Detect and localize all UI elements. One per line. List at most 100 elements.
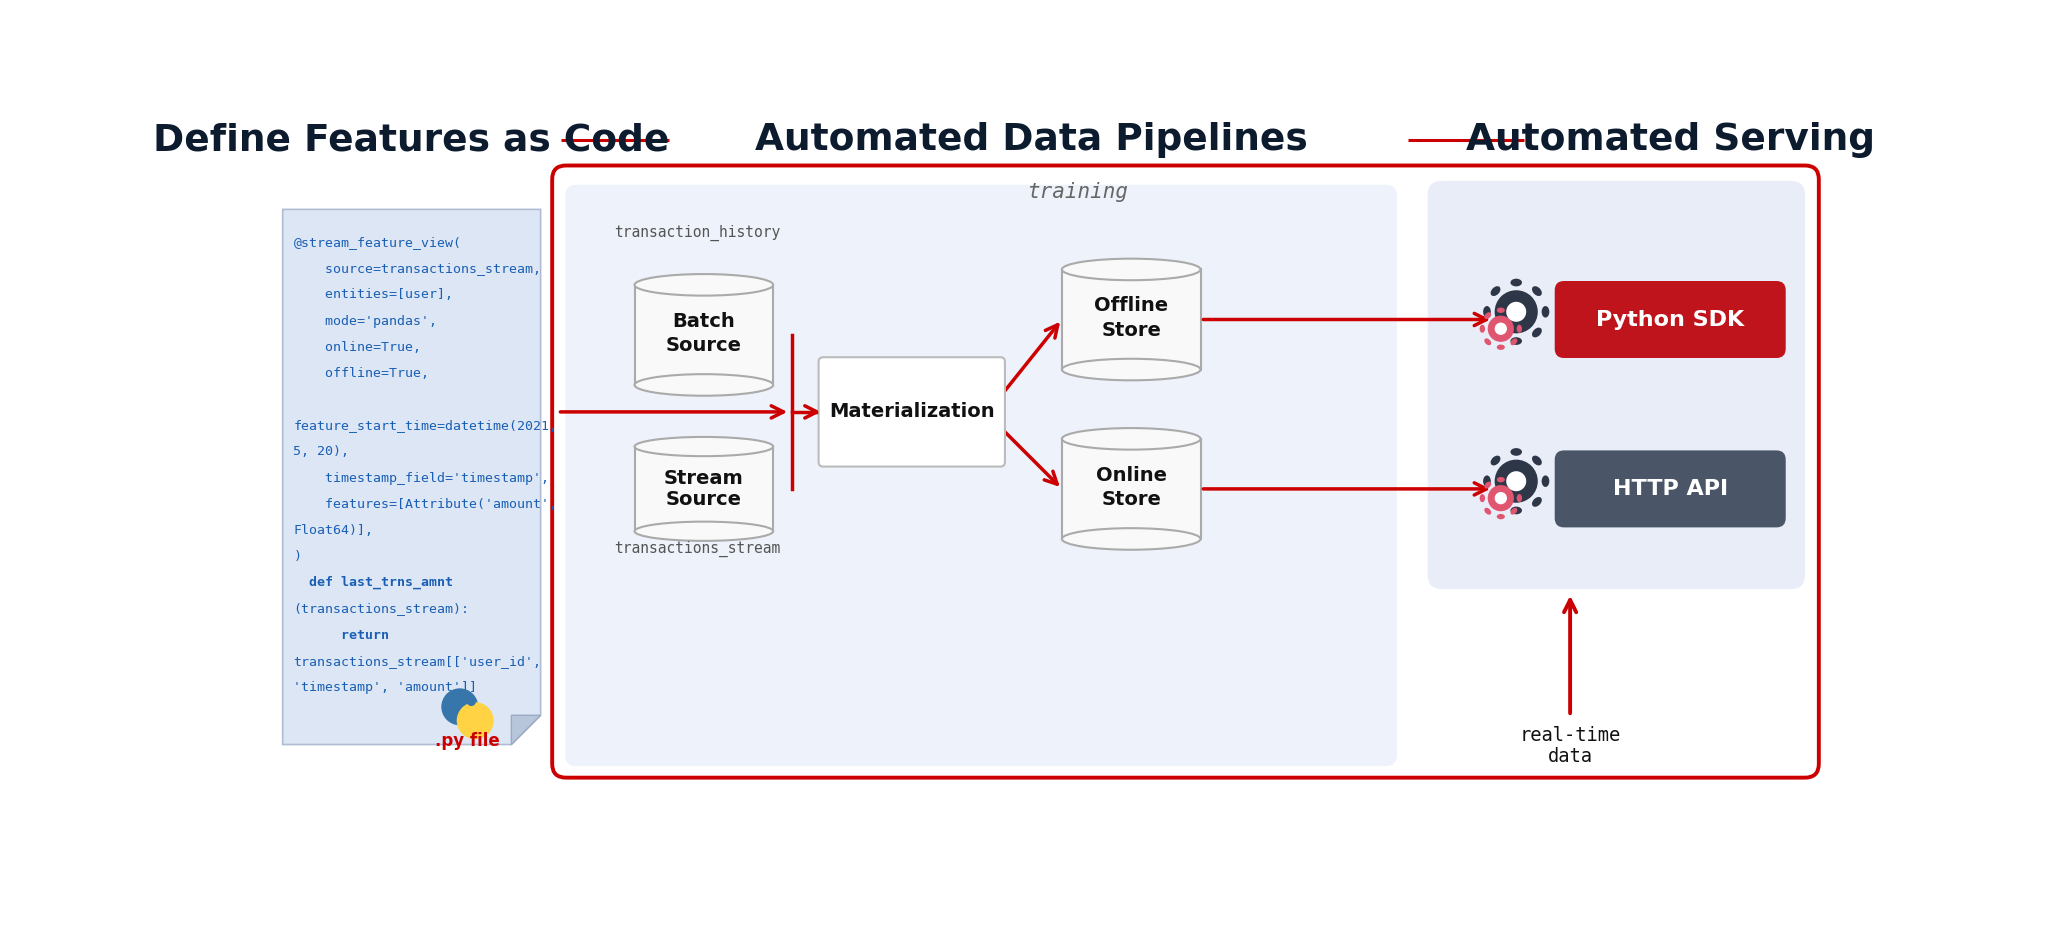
Circle shape	[1495, 290, 1538, 333]
Ellipse shape	[1485, 508, 1491, 514]
Text: features=[Attribute('amount',: features=[Attribute('amount',	[293, 498, 557, 511]
Text: offline=True,: offline=True,	[293, 367, 430, 379]
Ellipse shape	[1497, 514, 1505, 519]
Circle shape	[1495, 323, 1507, 335]
Ellipse shape	[1063, 359, 1200, 380]
Text: ): )	[293, 551, 301, 564]
Polygon shape	[283, 209, 541, 745]
Circle shape	[1487, 485, 1513, 512]
Ellipse shape	[1491, 286, 1501, 296]
Circle shape	[457, 702, 494, 739]
Text: 5, 20),: 5, 20),	[293, 445, 350, 458]
Ellipse shape	[1063, 528, 1200, 550]
Text: (transactions_stream):: (transactions_stream):	[293, 603, 469, 616]
Text: Materialization: Materialization	[829, 403, 995, 421]
Circle shape	[1505, 472, 1526, 491]
Text: training: training	[1026, 181, 1128, 202]
Text: Source: Source	[666, 336, 741, 355]
Ellipse shape	[1063, 428, 1200, 449]
Polygon shape	[1063, 270, 1200, 369]
Ellipse shape	[1483, 475, 1491, 487]
Text: Online: Online	[1096, 466, 1167, 485]
Text: Source: Source	[666, 490, 741, 510]
Ellipse shape	[1511, 338, 1522, 345]
Ellipse shape	[1511, 279, 1522, 286]
Text: HTTP API: HTTP API	[1612, 479, 1729, 498]
Ellipse shape	[1497, 344, 1505, 350]
Ellipse shape	[1518, 494, 1522, 502]
Text: Automated Data Pipelines: Automated Data Pipelines	[756, 122, 1307, 158]
Ellipse shape	[1485, 482, 1491, 488]
Text: Define Features as Code: Define Features as Code	[154, 122, 670, 158]
Ellipse shape	[1491, 456, 1501, 465]
FancyBboxPatch shape	[819, 357, 1006, 467]
Circle shape	[1495, 492, 1507, 504]
Polygon shape	[635, 446, 774, 531]
Circle shape	[1505, 302, 1526, 322]
Text: online=True,: online=True,	[293, 340, 422, 353]
Ellipse shape	[1511, 312, 1518, 319]
Circle shape	[459, 722, 469, 731]
Ellipse shape	[1485, 312, 1491, 319]
Text: Float64)],: Float64)],	[293, 524, 373, 537]
Ellipse shape	[1063, 259, 1200, 280]
FancyBboxPatch shape	[565, 185, 1397, 766]
Ellipse shape	[1511, 507, 1522, 514]
Text: Store: Store	[1102, 490, 1161, 510]
Ellipse shape	[1511, 482, 1518, 488]
FancyBboxPatch shape	[1554, 450, 1786, 527]
Ellipse shape	[1497, 308, 1505, 313]
Ellipse shape	[1532, 456, 1542, 465]
Ellipse shape	[635, 522, 774, 541]
Text: transaction_history: transaction_history	[614, 225, 780, 242]
Text: Batch: Batch	[672, 312, 735, 330]
Text: Stream: Stream	[664, 469, 743, 487]
Ellipse shape	[1497, 477, 1505, 483]
Text: source=transactions_stream,: source=transactions_stream,	[293, 262, 541, 275]
Ellipse shape	[635, 437, 774, 457]
Text: 'timestamp', 'amount']]: 'timestamp', 'amount']]	[293, 681, 477, 694]
Ellipse shape	[1479, 325, 1485, 333]
Circle shape	[1495, 459, 1538, 503]
Text: real-time: real-time	[1520, 725, 1620, 745]
Ellipse shape	[1518, 325, 1522, 333]
Text: def last_trns_amnt: def last_trns_amnt	[293, 577, 453, 590]
Text: data: data	[1548, 747, 1593, 765]
Text: transactions_stream: transactions_stream	[614, 541, 780, 557]
FancyBboxPatch shape	[1427, 181, 1804, 589]
Circle shape	[1487, 315, 1513, 342]
Polygon shape	[1063, 439, 1200, 539]
Text: feature_start_time=datetime(2021,: feature_start_time=datetime(2021,	[293, 419, 557, 432]
Polygon shape	[635, 285, 774, 385]
Text: Offline: Offline	[1094, 296, 1167, 315]
Polygon shape	[512, 715, 541, 745]
Text: transactions_stream[['user_id',: transactions_stream[['user_id',	[293, 655, 541, 668]
Text: entities=[user],: entities=[user],	[293, 288, 453, 301]
Ellipse shape	[1491, 497, 1501, 507]
Ellipse shape	[1483, 306, 1491, 317]
Ellipse shape	[1491, 327, 1501, 338]
Ellipse shape	[1532, 327, 1542, 338]
Text: Automated Serving: Automated Serving	[1466, 122, 1874, 158]
Ellipse shape	[635, 374, 774, 396]
Circle shape	[440, 688, 479, 725]
Text: .py file: .py file	[434, 733, 500, 751]
Text: @stream_feature_view(: @stream_feature_view(	[293, 236, 461, 249]
Ellipse shape	[1485, 339, 1491, 345]
FancyBboxPatch shape	[1554, 281, 1786, 358]
Ellipse shape	[1511, 339, 1518, 345]
Ellipse shape	[1542, 475, 1550, 487]
Ellipse shape	[1532, 497, 1542, 507]
Text: timestamp_field='timestamp',: timestamp_field='timestamp',	[293, 472, 549, 485]
Text: return: return	[293, 629, 389, 642]
Ellipse shape	[1511, 448, 1522, 456]
Ellipse shape	[1511, 508, 1518, 514]
Circle shape	[467, 697, 475, 706]
Ellipse shape	[1532, 286, 1542, 296]
Ellipse shape	[1479, 494, 1485, 502]
Ellipse shape	[635, 274, 774, 296]
Text: Store: Store	[1102, 321, 1161, 339]
Text: mode='pandas',: mode='pandas',	[293, 314, 438, 327]
Text: Python SDK: Python SDK	[1595, 310, 1745, 329]
Ellipse shape	[1542, 306, 1550, 317]
